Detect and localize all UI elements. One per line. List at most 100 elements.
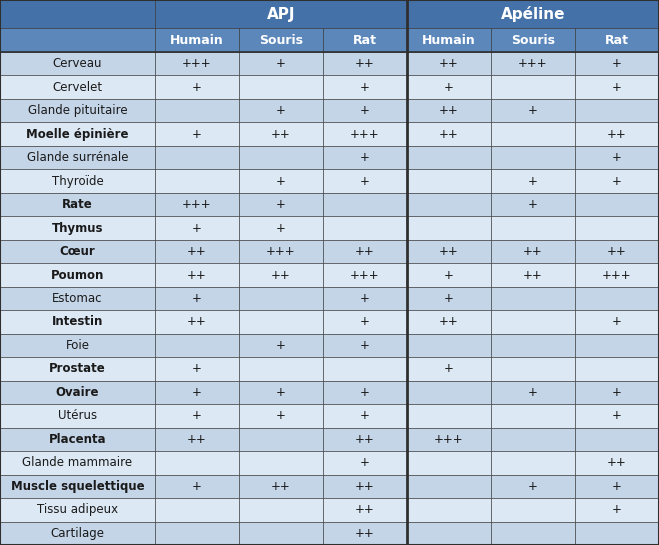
- Bar: [0, 451, 155, 475]
- Bar: [239, 263, 323, 287]
- Bar: [575, 404, 659, 428]
- Bar: [407, 380, 491, 404]
- Text: Cartilage: Cartilage: [51, 527, 105, 540]
- Text: Poumon: Poumon: [51, 269, 104, 282]
- Text: Apéline: Apéline: [501, 6, 565, 22]
- Bar: [491, 216, 575, 240]
- Bar: [491, 263, 575, 287]
- Bar: [0, 240, 155, 263]
- Bar: [491, 428, 575, 451]
- Text: +++: +++: [602, 269, 632, 282]
- Text: +: +: [444, 269, 454, 282]
- Bar: [155, 310, 239, 334]
- Bar: [0, 522, 155, 545]
- Bar: [239, 99, 323, 123]
- Text: +++: +++: [434, 433, 464, 446]
- Bar: [155, 380, 239, 404]
- Text: +: +: [192, 480, 202, 493]
- Bar: [575, 193, 659, 216]
- Text: +: +: [612, 174, 622, 187]
- Bar: [491, 169, 575, 193]
- Text: +: +: [276, 104, 286, 117]
- Text: APJ: APJ: [267, 7, 295, 21]
- Bar: [0, 216, 155, 240]
- Bar: [323, 123, 407, 146]
- Bar: [491, 334, 575, 357]
- Bar: [491, 287, 575, 310]
- Text: +: +: [192, 222, 202, 234]
- Text: Ovaire: Ovaire: [56, 386, 100, 399]
- Text: Glande pituitaire: Glande pituitaire: [28, 104, 127, 117]
- Bar: [239, 380, 323, 404]
- Bar: [407, 498, 491, 522]
- Text: Rat: Rat: [605, 33, 629, 46]
- Bar: [323, 287, 407, 310]
- Bar: [575, 310, 659, 334]
- Text: ++: ++: [607, 456, 627, 469]
- Bar: [575, 263, 659, 287]
- Text: +: +: [276, 198, 286, 211]
- Text: Moelle épinière: Moelle épinière: [26, 128, 129, 141]
- Bar: [575, 451, 659, 475]
- Text: ++: ++: [187, 245, 207, 258]
- Bar: [239, 240, 323, 263]
- Bar: [407, 123, 491, 146]
- Bar: [323, 451, 407, 475]
- Text: Estomac: Estomac: [52, 292, 103, 305]
- Bar: [155, 404, 239, 428]
- Text: Thymus: Thymus: [52, 222, 103, 234]
- Bar: [575, 123, 659, 146]
- Text: +: +: [360, 386, 370, 399]
- Bar: [0, 334, 155, 357]
- Bar: [491, 404, 575, 428]
- Bar: [0, 28, 155, 52]
- Text: ++: ++: [355, 503, 375, 516]
- Bar: [0, 357, 155, 380]
- Bar: [155, 334, 239, 357]
- Bar: [323, 75, 407, 99]
- Text: +: +: [276, 57, 286, 70]
- Text: +: +: [276, 222, 286, 234]
- Text: Intestin: Intestin: [52, 316, 103, 329]
- Bar: [491, 75, 575, 99]
- Text: ++: ++: [439, 128, 459, 141]
- Bar: [491, 52, 575, 75]
- Text: +: +: [360, 316, 370, 329]
- Text: +: +: [612, 386, 622, 399]
- Text: ++: ++: [355, 433, 375, 446]
- Bar: [491, 357, 575, 380]
- Bar: [323, 428, 407, 451]
- Bar: [0, 123, 155, 146]
- Bar: [323, 380, 407, 404]
- Bar: [407, 75, 491, 99]
- Text: +: +: [360, 339, 370, 352]
- Bar: [323, 52, 407, 75]
- Text: ++: ++: [187, 316, 207, 329]
- Bar: [155, 498, 239, 522]
- Text: +: +: [360, 104, 370, 117]
- Bar: [407, 310, 491, 334]
- Text: ++: ++: [439, 316, 459, 329]
- Text: ++: ++: [187, 433, 207, 446]
- Text: Glande mammaire: Glande mammaire: [22, 456, 132, 469]
- Text: +: +: [360, 151, 370, 164]
- Text: +: +: [444, 81, 454, 94]
- Bar: [575, 169, 659, 193]
- Bar: [0, 52, 155, 75]
- Bar: [155, 28, 239, 52]
- Bar: [323, 28, 407, 52]
- Bar: [407, 428, 491, 451]
- Bar: [575, 475, 659, 498]
- Bar: [407, 52, 491, 75]
- Text: ++: ++: [271, 269, 291, 282]
- Bar: [239, 475, 323, 498]
- Text: +: +: [276, 409, 286, 422]
- Bar: [239, 404, 323, 428]
- Bar: [323, 99, 407, 123]
- Bar: [575, 28, 659, 52]
- Text: +: +: [192, 362, 202, 376]
- Text: +: +: [444, 362, 454, 376]
- Text: +++: +++: [182, 57, 212, 70]
- Bar: [491, 240, 575, 263]
- Bar: [155, 52, 239, 75]
